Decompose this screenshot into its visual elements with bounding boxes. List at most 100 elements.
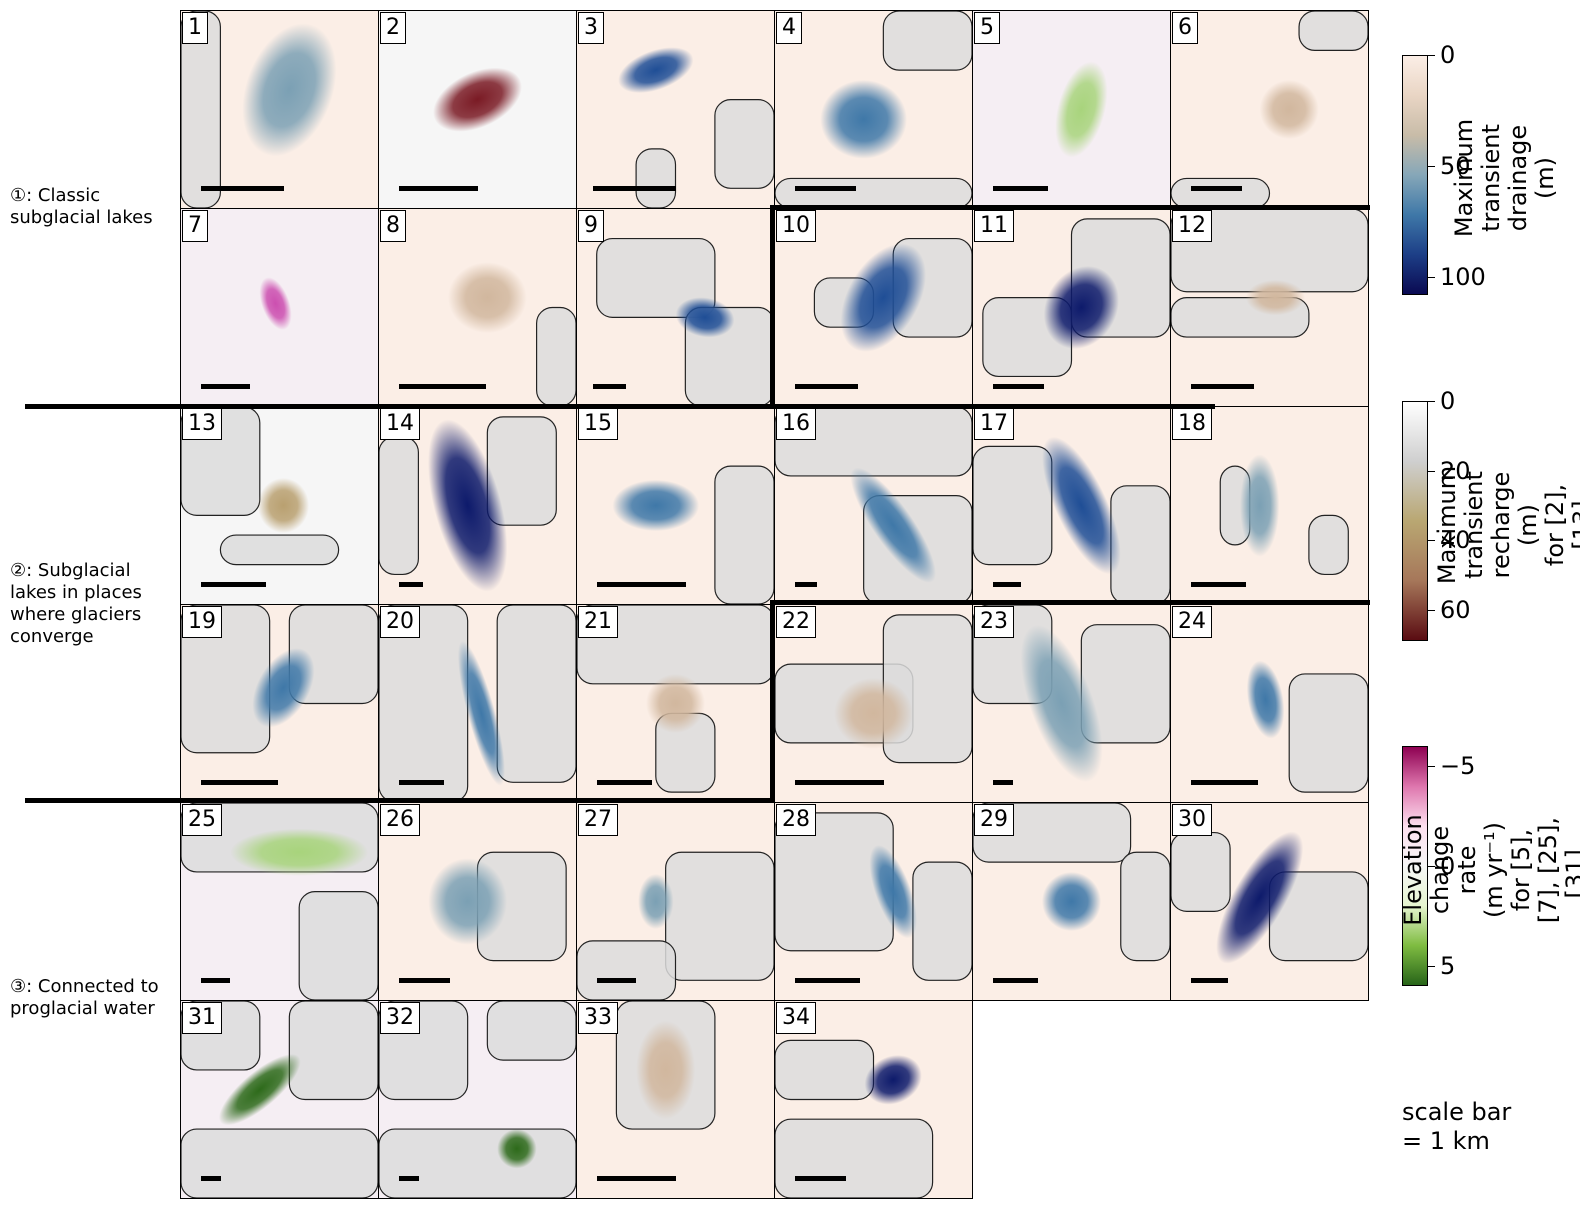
lake-signal bbox=[850, 467, 936, 583]
rate-tick-label: −5 bbox=[1440, 751, 1476, 780]
lake-signal bbox=[840, 243, 926, 352]
recharge-tick-label: 60 bbox=[1440, 595, 1471, 624]
ice-outline bbox=[577, 940, 677, 1000]
lake-signal bbox=[433, 67, 522, 132]
map-panel-32: 32 bbox=[378, 1000, 577, 1199]
scale-bar bbox=[398, 582, 423, 587]
map-panel-24: 24 bbox=[1170, 604, 1369, 803]
ice-outline bbox=[665, 851, 774, 981]
scale-bar bbox=[398, 978, 451, 983]
lake-signal bbox=[457, 640, 505, 786]
map-panel-4-image bbox=[775, 11, 972, 208]
group-divider bbox=[25, 798, 775, 803]
panel-number: 24 bbox=[1172, 606, 1212, 638]
map-panel-23-image bbox=[973, 605, 1170, 782]
panel-number: 9 bbox=[578, 210, 604, 242]
ice-outline bbox=[181, 1128, 378, 1198]
ice-outline bbox=[298, 891, 378, 1000]
group-divider bbox=[770, 205, 775, 405]
rate-colorbar-title: Elevation change rate (m yr⁻¹) for [5], … bbox=[1399, 814, 1580, 926]
panel-number: 19 bbox=[182, 606, 222, 638]
lake-signal bbox=[638, 873, 674, 930]
map-panel-10: 10 bbox=[774, 208, 973, 407]
group-divider bbox=[770, 600, 775, 800]
map-panel-33-image bbox=[615, 1001, 716, 1130]
lake-signal bbox=[230, 828, 369, 876]
map-panel-2-image bbox=[433, 67, 522, 132]
map-panel-16: 16 bbox=[774, 406, 973, 605]
map-panel-8-image bbox=[447, 262, 576, 406]
panel-number: 34 bbox=[776, 1002, 816, 1034]
map-panel-1-image bbox=[181, 11, 337, 208]
panel-number: 3 bbox=[578, 12, 604, 44]
map-panel-10-image bbox=[813, 237, 972, 352]
recharge-tick bbox=[1428, 470, 1435, 472]
panel-number: 33 bbox=[578, 1002, 618, 1034]
lake-signal bbox=[427, 419, 508, 592]
drainage-tick-label: 50 bbox=[1440, 152, 1471, 181]
drainage-tick-label: 0 bbox=[1440, 41, 1456, 69]
group-label-proglacial: ③: Connected to proglacial water bbox=[10, 976, 159, 1019]
scale-bar bbox=[1190, 978, 1229, 983]
map-panel-23: 23 bbox=[972, 604, 1171, 803]
scale-bar bbox=[200, 780, 279, 785]
recharge-colorbar bbox=[1402, 401, 1428, 641]
panel-number: 4 bbox=[776, 12, 802, 44]
rate-tick-label: 5 bbox=[1440, 952, 1456, 981]
map-panel-3: 3 bbox=[576, 10, 775, 209]
scale-bar bbox=[992, 582, 1021, 587]
ice-outline bbox=[1171, 831, 1231, 912]
scale-bar bbox=[794, 384, 859, 389]
ice-outline bbox=[219, 534, 340, 566]
scale-bar bbox=[200, 978, 231, 983]
group-divider bbox=[770, 600, 1370, 605]
map-panel-25: 25 bbox=[180, 802, 379, 1001]
scale-bar bbox=[596, 780, 653, 785]
panel-number: 14 bbox=[380, 408, 420, 440]
scale-bar bbox=[992, 780, 1013, 785]
scale-bar bbox=[992, 978, 1039, 983]
map-panel-22-image bbox=[775, 614, 972, 764]
panel-number: 22 bbox=[776, 606, 816, 638]
map-panel-7-image bbox=[259, 277, 292, 330]
scale-bar bbox=[592, 384, 627, 389]
scale-bar bbox=[992, 186, 1049, 191]
scale-bar bbox=[200, 384, 251, 389]
panel-number: 16 bbox=[776, 408, 816, 440]
scale-bar bbox=[1190, 384, 1255, 389]
lake-signal bbox=[1216, 831, 1304, 964]
panel-grid: 1 2 3 4 5 6 7 8 9 10 11 12 13 14 15 16 17 18 19 20 21 22 23 24 2… bbox=[25, 10, 1380, 1210]
ice-outline bbox=[635, 148, 677, 208]
lake-signal bbox=[1259, 79, 1319, 140]
ice-outline bbox=[912, 861, 972, 981]
map-panel-11-image bbox=[982, 218, 1170, 378]
lake-signal bbox=[834, 677, 913, 749]
scale-bar bbox=[794, 186, 857, 191]
recharge-tick-label: 40 bbox=[1440, 526, 1471, 555]
panel-number: 26 bbox=[380, 804, 420, 836]
lake-signal bbox=[675, 297, 735, 338]
map-panel-1: 1 bbox=[180, 10, 379, 209]
panel-number: 23 bbox=[974, 606, 1014, 638]
lake-signal bbox=[864, 1055, 922, 1105]
scale-bar bbox=[794, 780, 884, 785]
map-panel-13: 13 bbox=[180, 406, 379, 605]
map-panel-5-image bbox=[1055, 61, 1108, 158]
ice-outline bbox=[288, 1001, 378, 1101]
lake-signal bbox=[820, 79, 907, 159]
ice-outline bbox=[775, 177, 972, 208]
map-panel-27: 27 bbox=[576, 802, 775, 1001]
lake-signal bbox=[1055, 61, 1108, 158]
drainage-colorbar bbox=[1402, 55, 1428, 295]
scale-bar bbox=[398, 780, 445, 785]
map-panel-12: 12 bbox=[1170, 208, 1369, 407]
map-panel-2: 2 bbox=[378, 10, 577, 209]
rate-tick-label: 0 bbox=[1440, 852, 1456, 880]
group-label-classic: ①: Classic subglacial lakes bbox=[10, 185, 153, 228]
map-panel-18-image bbox=[1219, 454, 1349, 576]
panel-number: 29 bbox=[974, 804, 1014, 836]
map-panel-25-image bbox=[181, 803, 378, 1000]
scale-bar bbox=[794, 582, 817, 587]
panel-number: 15 bbox=[578, 408, 618, 440]
map-panel-26: 26 bbox=[378, 802, 577, 1001]
